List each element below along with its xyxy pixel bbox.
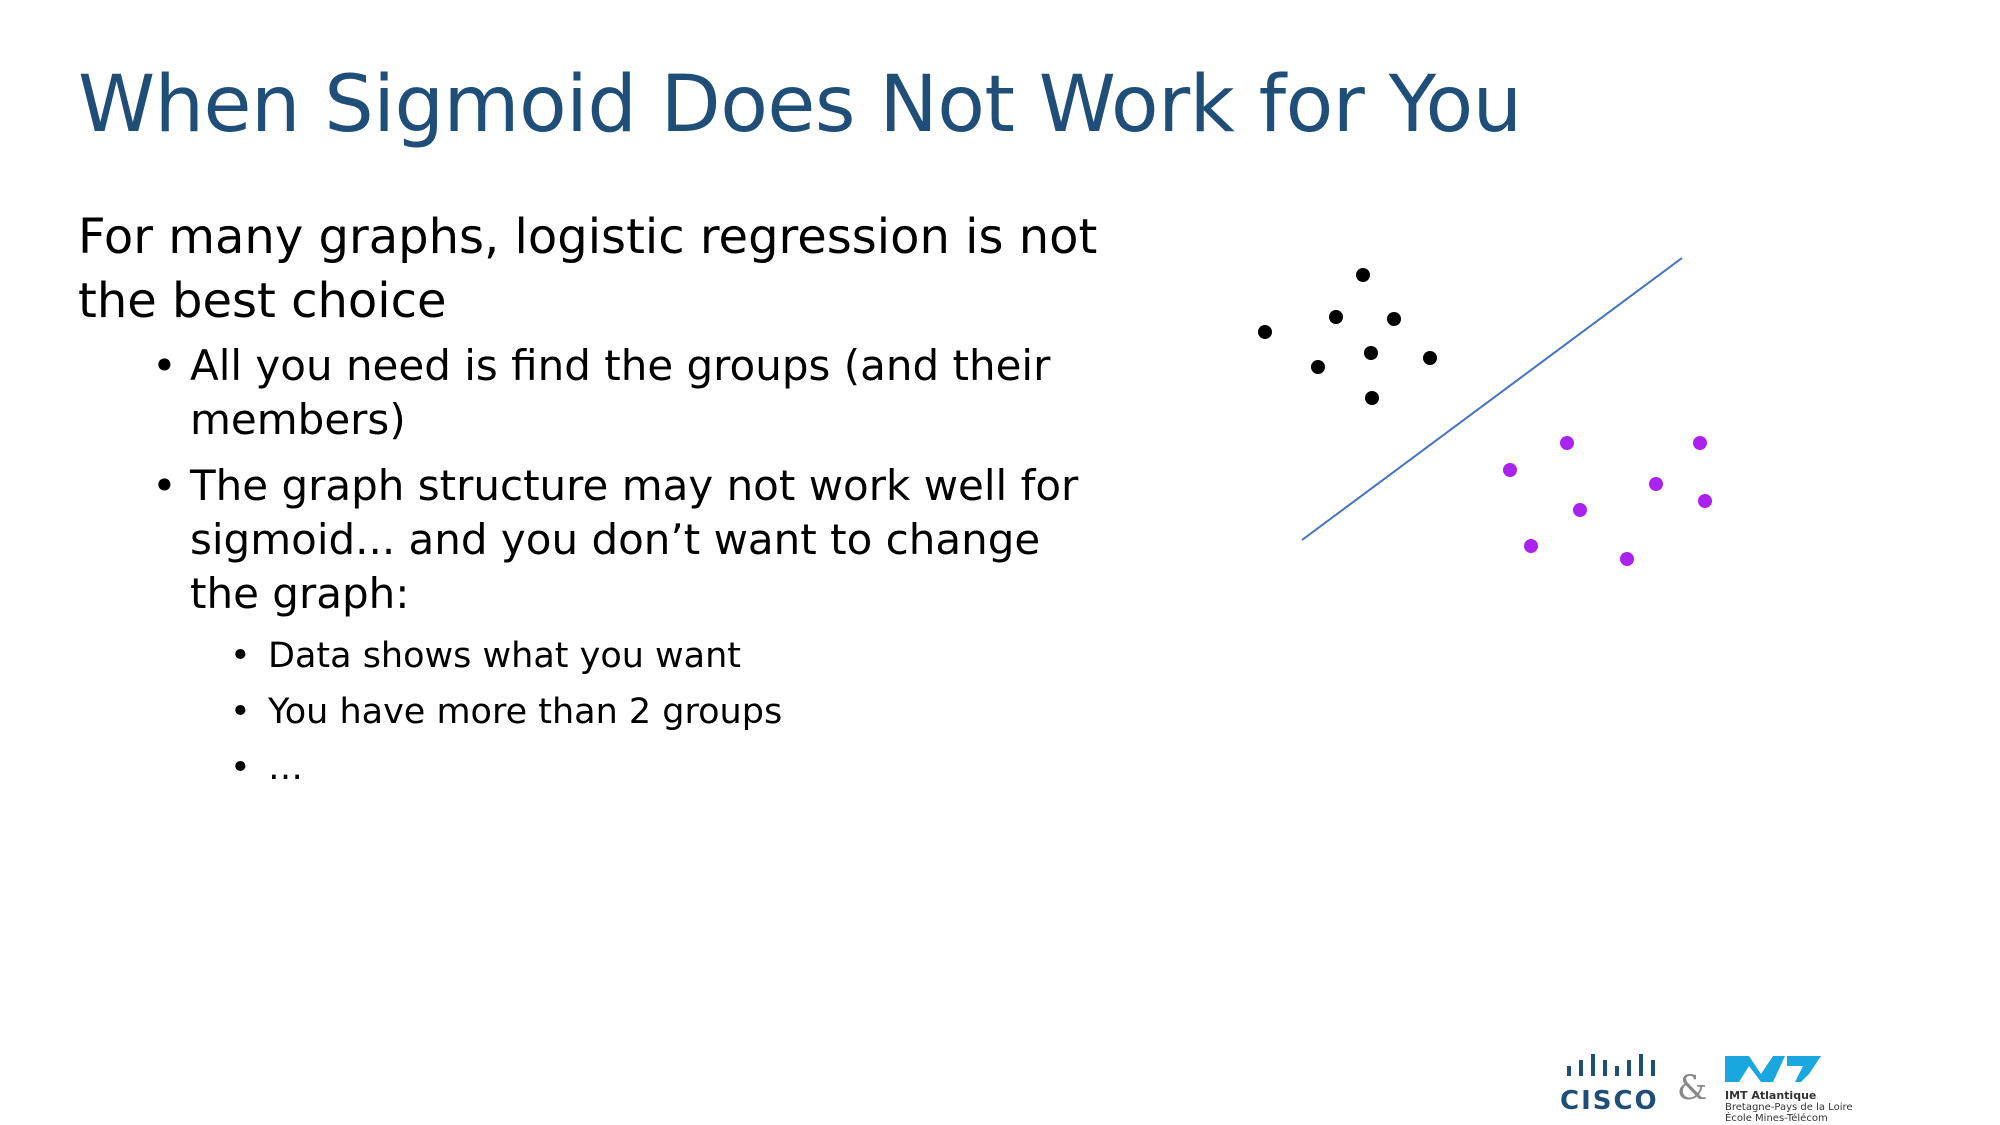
bullet-item: All you need is find the groups (and the… — [78, 339, 1118, 447]
footer-logos: CISCO & IMT Atlantique Bretagne-Pays de … — [1560, 1050, 1920, 1124]
separator-line — [1301, 257, 1683, 541]
dot — [1311, 360, 1325, 374]
lead-text: For many graphs, logistic regression is … — [78, 209, 1098, 329]
sub-bullet-item: Data shows what you want — [78, 633, 1118, 679]
group-purple-dots — [1503, 436, 1712, 566]
cisco-bars-icon — [1567, 1054, 1655, 1076]
dot — [1649, 477, 1663, 491]
cisco-logo-text: CISCO — [1560, 1086, 1659, 1116]
group-black-dots — [1258, 268, 1437, 405]
imt-line2: Bretagne-Pays de la Loire — [1725, 1102, 1853, 1113]
sub-bullet-item: … — [78, 745, 1118, 791]
bullet-list: All you need is find the groups (and the… — [78, 339, 1118, 791]
dot — [1524, 539, 1538, 553]
dot — [1573, 503, 1587, 517]
dot — [1423, 351, 1437, 365]
dot — [1387, 312, 1401, 326]
dot — [1560, 436, 1574, 450]
dot — [1258, 325, 1272, 339]
dot — [1693, 436, 1707, 450]
bullet-item: The graph structure may not work well fo… — [78, 459, 1118, 621]
imt-line3: École Mines-Télécom — [1725, 1113, 1828, 1124]
dot — [1364, 346, 1378, 360]
imt-name: IMT Atlantique — [1725, 1089, 1817, 1102]
slide-title: When Sigmoid Does Not Work for You — [78, 60, 1522, 150]
dot — [1503, 463, 1517, 477]
dot — [1365, 391, 1379, 405]
dot — [1620, 552, 1634, 566]
dot — [1329, 310, 1343, 324]
imt-logo-mark-icon — [1725, 1056, 1821, 1082]
ampersand: & — [1677, 1068, 1708, 1108]
sub-bullet-item: You have more than 2 groups — [78, 689, 1118, 735]
imt-logo-text: IMT Atlantique Bretagne-Pays de la Loire… — [1725, 1090, 1853, 1124]
dot — [1356, 268, 1370, 282]
dot — [1698, 494, 1712, 508]
slide-body: For many graphs, logistic regression is … — [78, 205, 1118, 801]
